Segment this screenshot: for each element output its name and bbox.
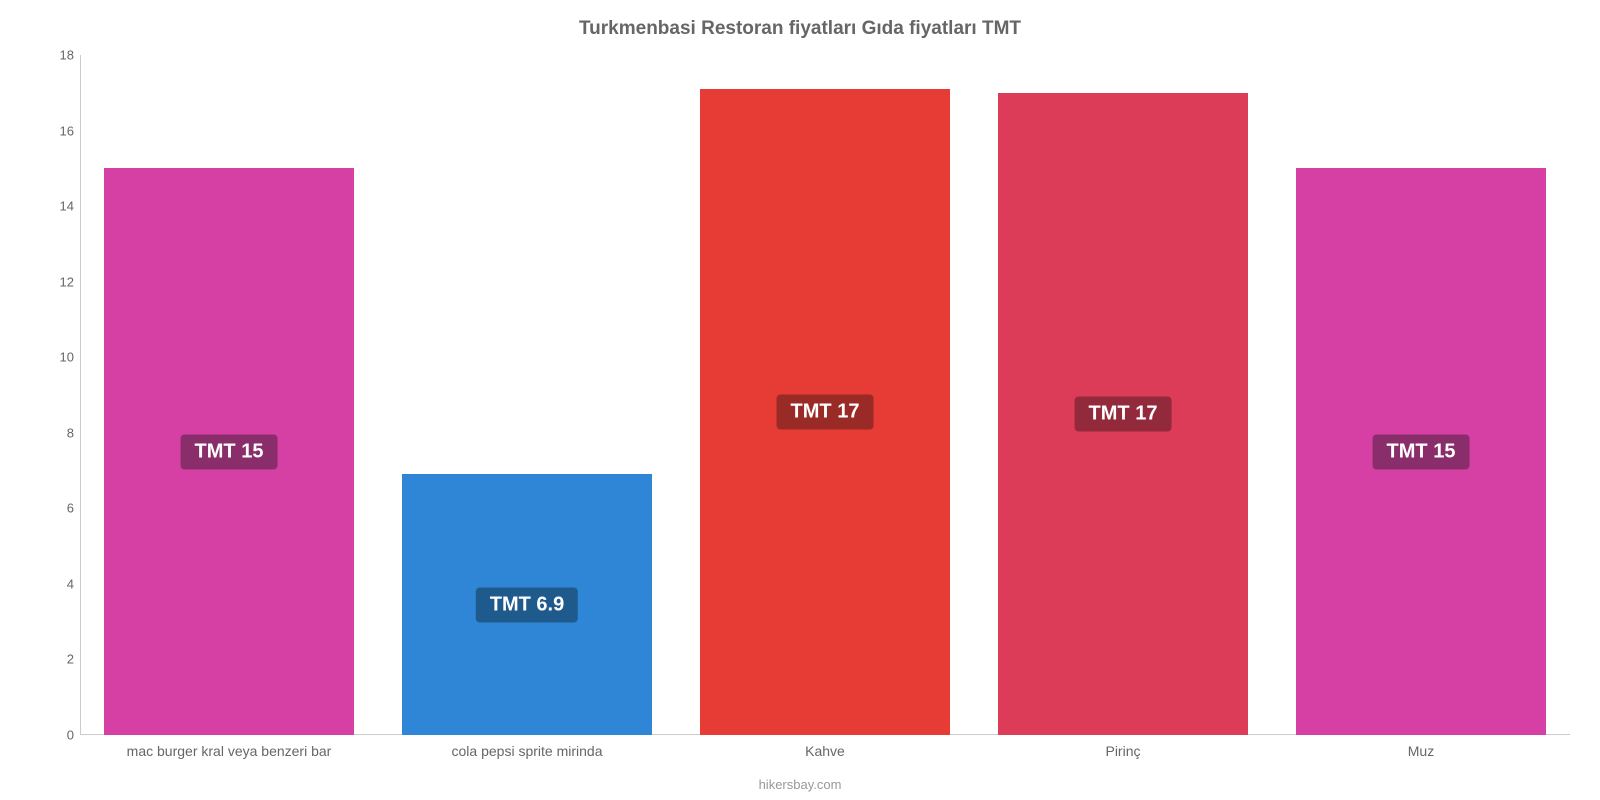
x-axis-label: Muz <box>1272 743 1570 759</box>
bars-container: TMT 15 TMT 6.9 TMT 17 TMT 17 TMT 15 <box>80 55 1570 735</box>
bar-slot: TMT 17 <box>676 55 974 735</box>
bar: TMT 17 <box>998 93 1248 735</box>
x-axis-label: Pirinç <box>974 743 1272 759</box>
attribution-text: hikersbay.com <box>0 777 1600 792</box>
y-tick-label: 2 <box>50 652 74 667</box>
y-tick-label: 0 <box>50 728 74 743</box>
x-axis-label: Kahve <box>676 743 974 759</box>
y-tick-label: 8 <box>50 425 74 440</box>
bar-value-label: TMT 6.9 <box>476 587 578 622</box>
bar-value-label: TMT 15 <box>1373 434 1470 469</box>
bar-slot: TMT 15 <box>80 55 378 735</box>
y-tick-label: 10 <box>50 350 74 365</box>
bar-value-label: TMT 17 <box>1075 396 1172 431</box>
plot-area: 024681012141618 TMT 15TMT 6.9TMT 17TMT 1… <box>50 55 1570 735</box>
bar-value-label: TMT 15 <box>181 434 278 469</box>
bar-value-label: TMT 17 <box>777 395 874 430</box>
y-tick-label: 14 <box>50 199 74 214</box>
bar: TMT 6.9 <box>402 474 652 735</box>
y-tick-label: 16 <box>50 123 74 138</box>
bar-slot: TMT 6.9 <box>378 55 676 735</box>
chart-title: Turkmenbasi Restoran fiyatları Gıda fiya… <box>0 0 1600 40</box>
x-axis-labels: mac burger kral veya benzeri barcola pep… <box>80 743 1570 759</box>
y-tick-label: 4 <box>50 576 74 591</box>
y-tick-label: 18 <box>50 48 74 63</box>
x-axis-label: cola pepsi sprite mirinda <box>378 743 676 759</box>
y-tick-label: 12 <box>50 274 74 289</box>
bar: TMT 15 <box>1296 168 1546 735</box>
bar-slot: TMT 17 <box>974 55 1272 735</box>
x-axis-label: mac burger kral veya benzeri bar <box>80 743 378 759</box>
bar-slot: TMT 15 <box>1272 55 1570 735</box>
y-tick-label: 6 <box>50 501 74 516</box>
y-axis: 024681012141618 <box>50 55 80 735</box>
bar: TMT 17 <box>700 89 950 735</box>
bar: TMT 15 <box>104 168 354 735</box>
